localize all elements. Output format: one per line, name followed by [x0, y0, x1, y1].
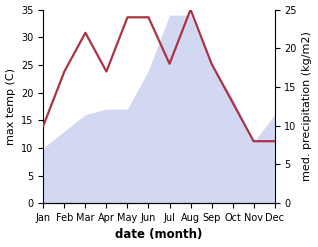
Y-axis label: med. precipitation (kg/m2): med. precipitation (kg/m2)	[302, 31, 313, 181]
X-axis label: date (month): date (month)	[115, 228, 203, 242]
Y-axis label: max temp (C): max temp (C)	[5, 68, 16, 145]
